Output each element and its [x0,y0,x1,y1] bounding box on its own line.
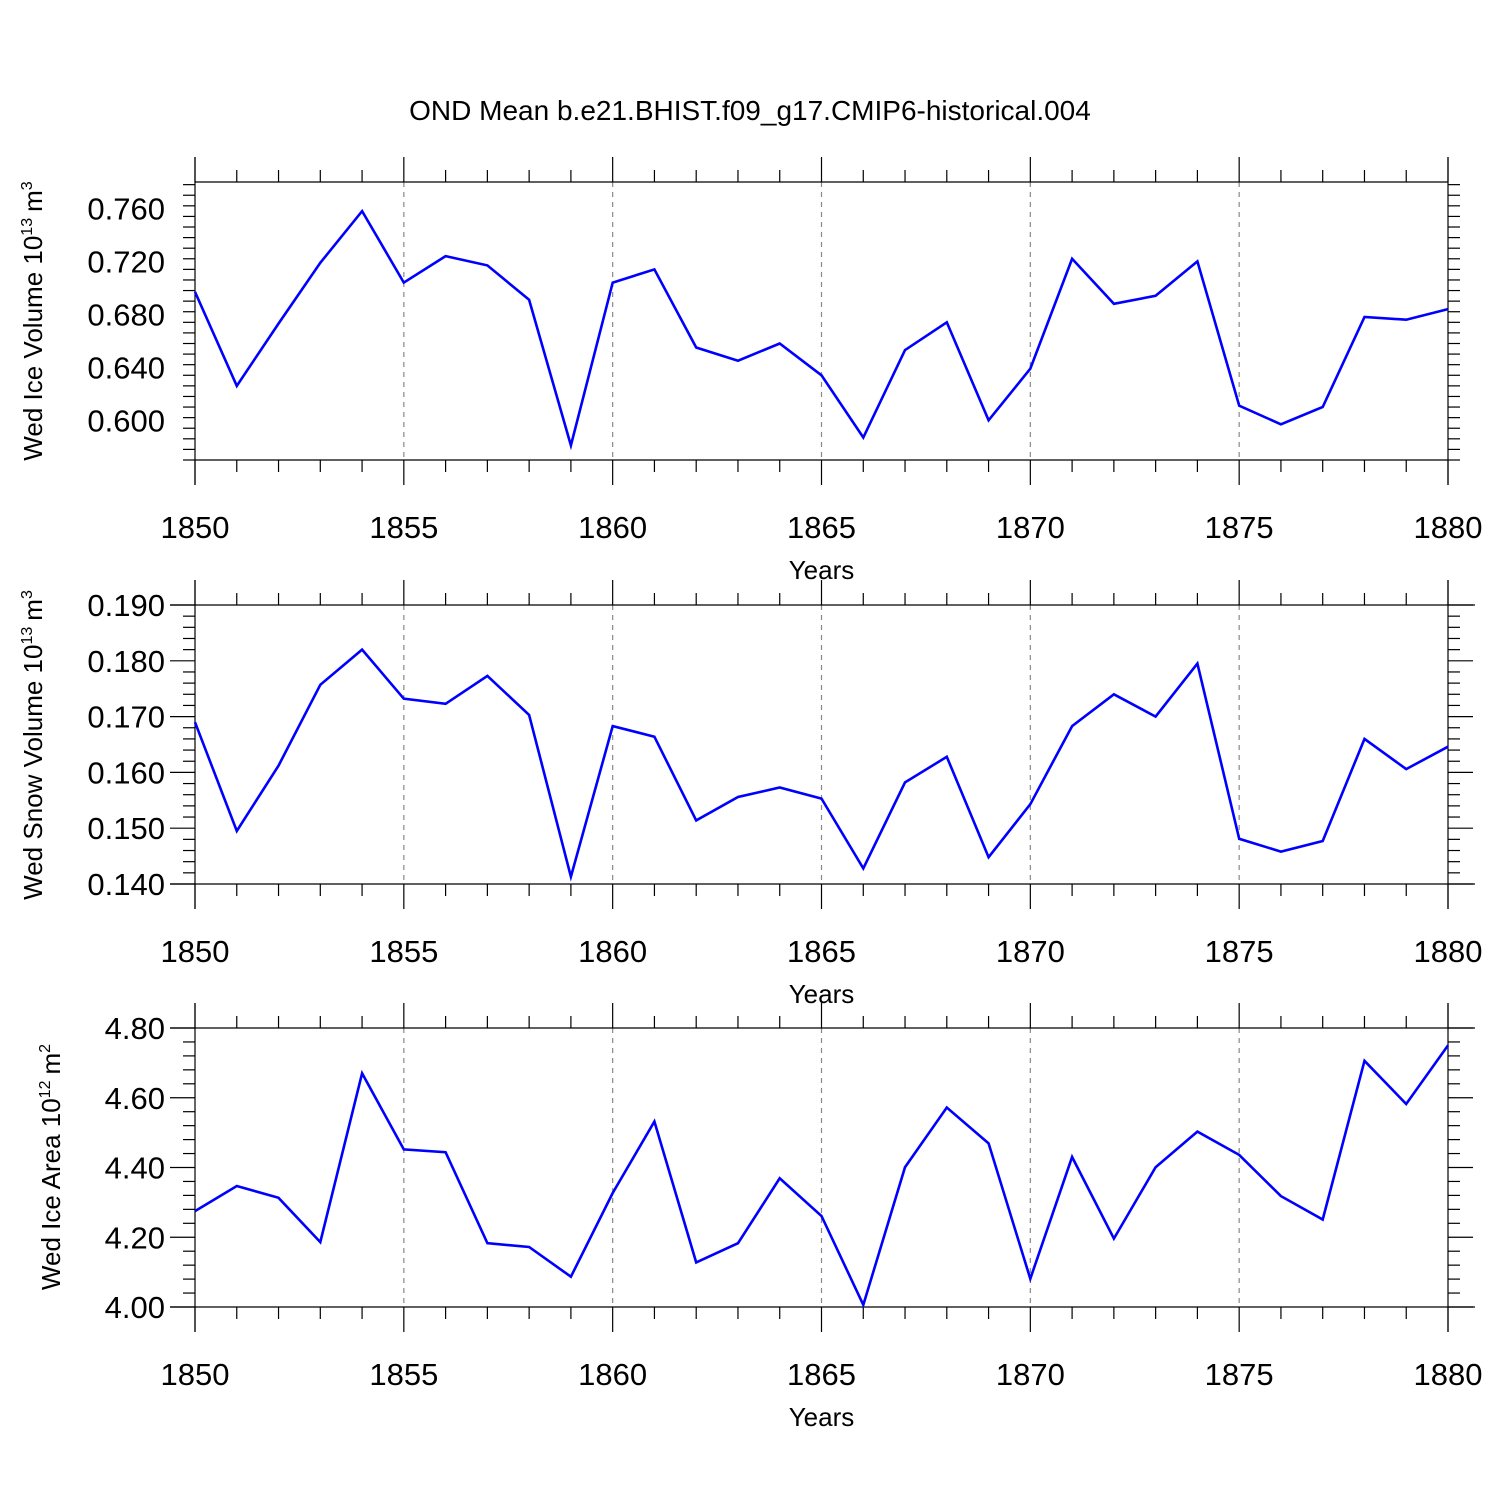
y-tick-label: 0.680 [87,297,165,332]
y-tick-label: 0.140 [87,867,165,902]
panel-1: 0.600 0.640 0.680 0.720 0.760 1850 1855 1860 186… [18,157,1482,585]
x-tick-label: 1855 [369,1357,438,1392]
y-tick-label: 0.180 [87,644,165,679]
y-tick-label: 0.600 [87,403,165,438]
x-tick-label: 1855 [369,934,438,969]
x-tick-label: 1860 [578,510,647,545]
x-tick-label: 1875 [1205,510,1274,545]
y-tick-label: 0.640 [87,350,165,385]
x-tick-label: 1850 [161,934,230,969]
y-tick-label: 0.190 [87,588,165,623]
x-tick-label: 1850 [161,1357,230,1392]
y-axis-title: Wed Ice Area 1012m2 [36,1044,66,1290]
series-line [193,208,1449,451]
x-tick-label: 1850 [161,510,230,545]
y-tick-label: 4.00 [105,1290,165,1325]
x-tick-label: 1870 [996,1357,1065,1392]
y-tick-label: 4.80 [105,1011,165,1046]
x-tick-label: 1865 [787,510,856,545]
y-tick-label: 0.150 [87,811,165,846]
plot-frame [170,580,1475,909]
x-tick-label: 1870 [996,934,1065,969]
x-tick-label: 1875 [1205,1357,1274,1392]
x-tick-label: 1860 [578,934,647,969]
y-tick-label: 4.20 [105,1220,165,1255]
panel-3: 4.00 4.20 4.40 4.60 4.80 1850 1855 1860 1865 1870… [36,1003,1482,1432]
y-axis-title: Wed Snow Volume 1013m3 [18,590,48,900]
y-tick-label: 0.760 [87,191,165,226]
x-tick-label: 1865 [787,934,856,969]
figure-title: OND Mean b.e21.BHIST.f09_g17.CMIP6-histo… [409,95,1091,126]
x-tick-label: 1870 [996,510,1065,545]
x-tick-label: 1860 [578,1357,647,1392]
x-tick-label: 1875 [1205,934,1274,969]
y-tick-label: 0.720 [87,244,165,279]
x-tick-label: 1880 [1414,1357,1483,1392]
series-line [193,647,1449,882]
plot-frame [170,1003,1475,1332]
panel-2: 0.140 0.150 0.160 0.170 0.180 0.190 1850 1855 18… [18,580,1482,1009]
y-tick-label: 4.60 [105,1081,165,1116]
x-tick-label: 1865 [787,1357,856,1392]
y-axis-title: Wed Ice Volume 1013m3 [18,181,48,460]
y-tick-label: 4.40 [105,1151,165,1186]
x-tick-label: 1855 [369,510,438,545]
y-tick-label: 0.160 [87,755,165,790]
x-tick-label: 1880 [1414,510,1483,545]
x-axis-title: Years [789,1402,855,1432]
x-tick-label: 1880 [1414,934,1483,969]
series-line [194,1044,1450,1309]
y-tick-label: 0.170 [87,700,165,735]
